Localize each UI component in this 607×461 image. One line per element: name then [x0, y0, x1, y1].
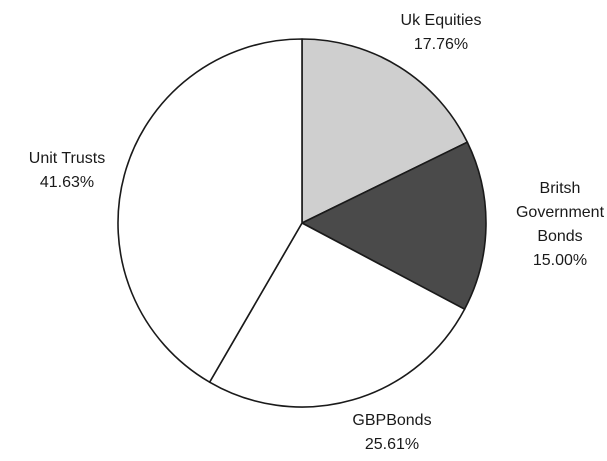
- slice-value-label: 15.00%: [533, 252, 587, 269]
- slice-label-0: Uk Equities 17.76%: [401, 12, 482, 53]
- slice-name-label: Britsh: [540, 180, 581, 197]
- slice-value-label: 41.63%: [40, 174, 94, 191]
- slice-value-label: 25.61%: [365, 436, 419, 453]
- slice-label-3: Unit Trusts 41.63%: [29, 150, 105, 191]
- slice-name-label: Uk Equities: [401, 12, 482, 29]
- pie-slice-2: [208, 222, 466, 408]
- slice-label-1: Britsh Government Bonds 15.00%: [516, 180, 605, 269]
- slice-value-label: 17.76%: [414, 36, 468, 53]
- slice-name-label: Bonds: [537, 228, 582, 245]
- slice-name-label: Government: [516, 204, 605, 221]
- pie-slice-1: [301, 141, 487, 310]
- pie-slice-3: [117, 38, 303, 383]
- slice-name-label: Unit Trusts: [29, 150, 105, 167]
- slice-name-label: GBPBonds: [352, 412, 431, 429]
- pie-slice-0: [301, 38, 469, 224]
- slice-label-2: GBPBonds 25.61%: [352, 412, 431, 453]
